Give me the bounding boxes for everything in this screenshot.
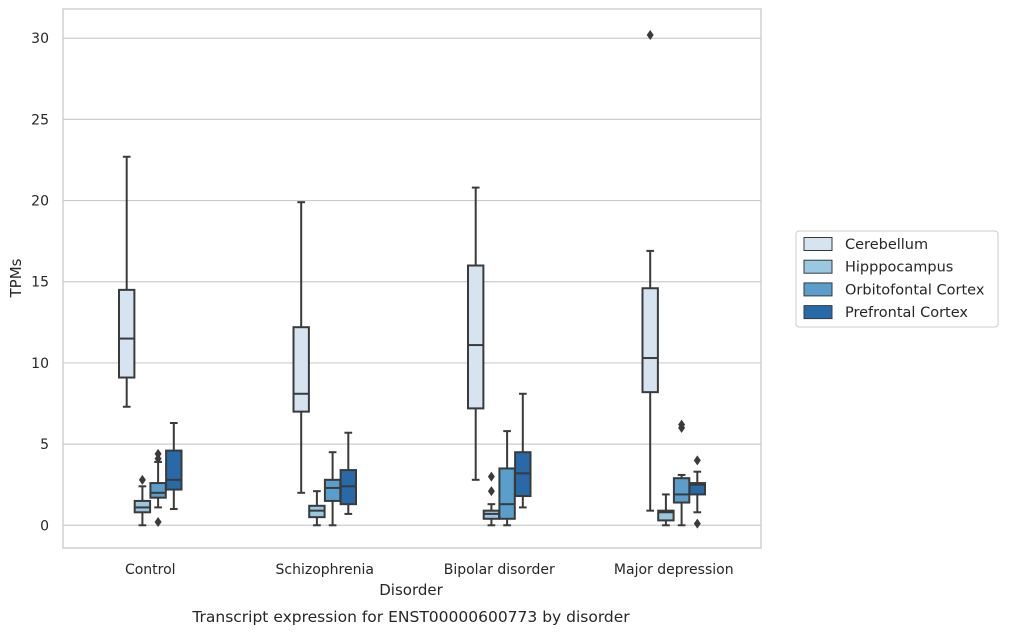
box-group [688, 455, 707, 529]
legend-label: Cerebellum [845, 237, 928, 253]
box-iqr [498, 467, 516, 520]
x-axis-label: Disorder [379, 581, 443, 599]
box-iqr [117, 288, 136, 379]
box-group [514, 392, 532, 509]
x-tick-label: Major depression [614, 562, 734, 578]
y-tick-label: 5 [40, 437, 49, 453]
outlier-point [138, 474, 146, 485]
outlier-point [678, 419, 686, 430]
outlier-point [693, 518, 701, 529]
box-iqr [672, 477, 691, 504]
grid-lines [63, 37, 761, 526]
plot-frame [62, 8, 762, 549]
y-tick-label: 15 [31, 275, 49, 291]
box-group [641, 29, 659, 512]
box-group [323, 451, 342, 527]
x-tick-label: Control [125, 562, 176, 578]
outlier-point [154, 517, 162, 528]
box-iqr [292, 326, 310, 413]
outlier-point [693, 455, 701, 466]
box-iqr [641, 287, 659, 394]
box-group [672, 419, 691, 527]
y-tick-label: 30 [31, 31, 49, 47]
box-group [498, 430, 516, 527]
y-tick-labels: 0 5 10 15 20 25 30 [31, 31, 49, 534]
legend-label: Hipppocampus [845, 260, 953, 276]
y-tick-label: 0 [40, 518, 49, 534]
x-tick-label: Bipolar disorder [444, 562, 555, 578]
legend-swatch [803, 305, 833, 320]
box-group [133, 474, 152, 527]
y-axis-label: TPMs [7, 258, 25, 298]
box-group [482, 471, 501, 527]
box-group [466, 186, 485, 481]
legend-swatch [803, 282, 833, 297]
box-group [165, 421, 183, 511]
box-iqr [165, 449, 183, 491]
box-iqr [657, 509, 675, 522]
box-group [308, 490, 326, 527]
box-group [117, 155, 136, 408]
box-iqr [323, 478, 342, 502]
outlier-point [154, 448, 162, 459]
x-tick-label: Schizophrenia [276, 562, 374, 578]
y-tick-label: 10 [31, 356, 49, 372]
outlier-point [487, 471, 495, 482]
outlier-point [646, 29, 654, 40]
legend-frame [795, 230, 999, 328]
legend-swatch [803, 259, 833, 274]
outlier-point [487, 486, 495, 497]
box-iqr [149, 482, 167, 499]
x-tick-labels: Control Schizophrenia Bipolar disorder Majo… [125, 562, 734, 578]
box-group [149, 448, 167, 528]
legend-label: Prefrontal Cortex [845, 305, 968, 321]
box-iqr [688, 482, 707, 496]
legend-swatch [803, 237, 833, 251]
legend-label: Orbitofontal Cortex [845, 282, 985, 298]
chart-caption: Transcript expression for ENST0000060077… [191, 608, 630, 626]
box-group [292, 201, 310, 494]
y-tick-label: 20 [31, 194, 49, 210]
box-series [117, 29, 707, 529]
y-tick-label: 25 [31, 112, 49, 128]
box-group [657, 493, 675, 527]
legend: Cerebellum Hipppocampus Orbitofontal Corte… [795, 230, 999, 328]
box-group [339, 431, 358, 515]
box-iqr [466, 264, 485, 410]
